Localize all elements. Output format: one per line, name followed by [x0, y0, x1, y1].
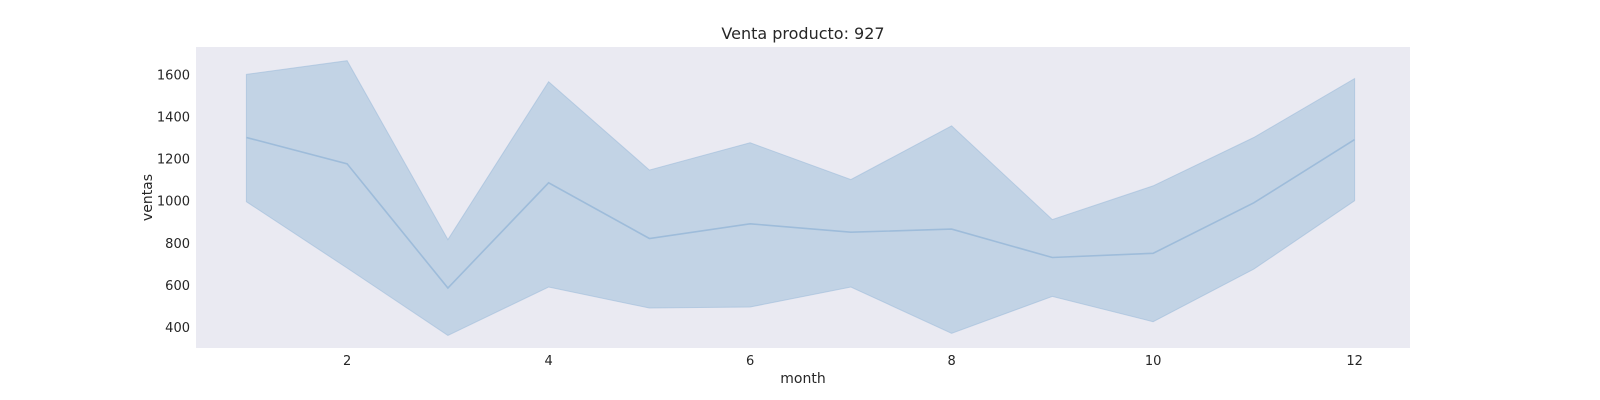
x-tick-label: 8: [947, 354, 955, 369]
y-tick-label: 1200: [157, 153, 190, 168]
y-tick-label: 600: [165, 279, 190, 294]
x-tick-labels: 2 4 6 8 10 12: [343, 354, 1363, 369]
y-tick-label: 400: [165, 321, 190, 336]
mean-line: [246, 136, 1356, 290]
y-tick-label: 1600: [157, 68, 190, 83]
y-tick-label: 1000: [157, 195, 190, 210]
y-tick-label: 800: [165, 237, 190, 252]
x-tick-label: 2: [343, 354, 351, 369]
y-axis-label: ventas: [140, 174, 156, 221]
chart-title: Venta producto: 927: [721, 24, 884, 43]
x-tick-label: 10: [1145, 354, 1162, 369]
y-tick-labels: 400 600 800 1000 1200 1400 1600: [157, 68, 190, 336]
x-axis-label: month: [780, 371, 825, 387]
confidence-band: [245, 60, 1356, 336]
x-tick-label: 12: [1346, 354, 1363, 369]
x-tick-label: 4: [544, 354, 552, 369]
series-line-layer: [246, 136, 1356, 290]
x-tick-label: 6: [746, 354, 754, 369]
confidence-band-layer: [245, 60, 1356, 336]
y-tick-label: 1400: [157, 110, 190, 125]
